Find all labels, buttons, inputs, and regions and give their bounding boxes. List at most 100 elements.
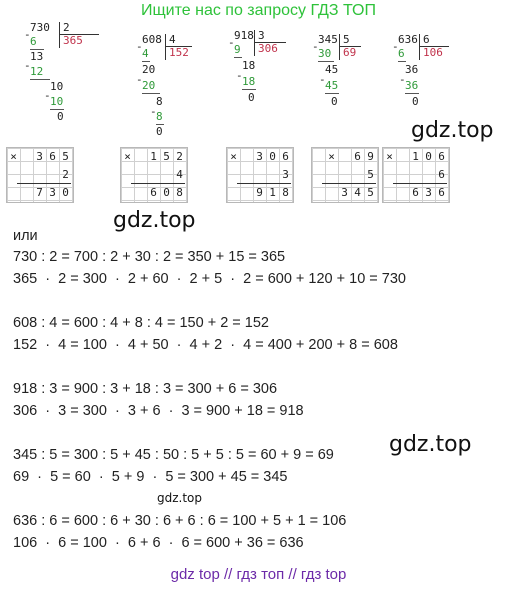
grid-digit: × bbox=[10, 150, 17, 163]
remainder: 36 bbox=[405, 63, 419, 76]
division-sign: - bbox=[44, 89, 51, 102]
long-division-1: 730 2 365 - 6 13 - 12 10 - 10 0 bbox=[24, 21, 125, 147]
division-line bbox=[59, 34, 99, 35]
subtrahend: 36 bbox=[405, 79, 419, 92]
subtrahend: 9 bbox=[234, 43, 241, 56]
equation-line: 152 · 4 = 100 · 4 + 50 · 4 + 2 · 4 = 400… bbox=[13, 337, 398, 353]
remainder: 0 bbox=[57, 110, 64, 123]
quotient: 365 bbox=[63, 34, 83, 47]
grid-digit: 3 bbox=[49, 186, 56, 199]
watermark: gdz.top bbox=[411, 118, 494, 143]
division-sign: - bbox=[136, 73, 143, 86]
division-sign: - bbox=[319, 73, 326, 86]
remainder: 0 bbox=[331, 95, 338, 108]
division-sign: - bbox=[399, 73, 406, 86]
dividend: 636 bbox=[398, 33, 418, 46]
division-line bbox=[393, 183, 447, 184]
division-line bbox=[322, 183, 376, 184]
grid-digit: 9 bbox=[367, 150, 374, 163]
grid-digit: 3 bbox=[282, 168, 289, 181]
quotient: 106 bbox=[423, 46, 443, 59]
division-line bbox=[419, 46, 449, 47]
divisor: 4 bbox=[169, 33, 176, 46]
or-label: или bbox=[13, 228, 38, 244]
subtrahend: 18 bbox=[242, 75, 256, 88]
grid-digit: 0 bbox=[163, 186, 170, 199]
long-division-3: 918 3 306 - 9 18 - 18 0 bbox=[228, 22, 329, 122]
equation-line: 918 : 3 = 900 : 3 + 18 : 3 = 300 + 6 = 3… bbox=[13, 381, 278, 397]
grid-digit: 3 bbox=[36, 150, 43, 163]
divisor: 6 bbox=[423, 33, 430, 46]
division-line bbox=[165, 34, 166, 60]
grid-digit: 6 bbox=[150, 186, 157, 199]
grid-digit: 6 bbox=[438, 150, 445, 163]
grid-digit: 4 bbox=[354, 186, 361, 199]
grid-digit: 5 bbox=[62, 150, 69, 163]
quotient: 152 bbox=[169, 46, 189, 59]
division-line bbox=[165, 46, 192, 47]
grid-digit: 1 bbox=[269, 186, 276, 199]
subtrahend: 30 bbox=[318, 47, 332, 60]
division-line bbox=[234, 57, 242, 58]
remainder: 18 bbox=[242, 59, 256, 72]
grid-digit: × bbox=[386, 150, 393, 163]
division-line bbox=[50, 109, 64, 110]
equation-line: 365 · 2 = 300 · 2 + 60 · 2 + 5 · 2 = 600… bbox=[13, 271, 406, 287]
dividend: 345 bbox=[318, 33, 338, 46]
grid-digit: 2 bbox=[176, 150, 183, 163]
grid-digit: 5 bbox=[367, 168, 374, 181]
grid-digit: 7 bbox=[36, 186, 43, 199]
grid-digit: 3 bbox=[425, 186, 432, 199]
equation-line: 306 · 3 = 300 · 3 + 6 · 3 = 900 + 18 = 9… bbox=[13, 403, 304, 419]
multiplication-grid-5: × 1 0 6 6 6 3 6 bbox=[382, 147, 450, 203]
grid-digit: 6 bbox=[49, 150, 56, 163]
grid-digit: 6 bbox=[412, 186, 419, 199]
grid-digit: 0 bbox=[269, 150, 276, 163]
division-sign: - bbox=[228, 36, 235, 49]
division-line bbox=[405, 93, 419, 94]
remainder: 13 bbox=[30, 50, 44, 63]
remainder: 0 bbox=[412, 95, 419, 108]
divisor: 3 bbox=[258, 29, 265, 42]
subtrahend: 10 bbox=[50, 95, 64, 108]
watermark: gdz.top bbox=[157, 491, 203, 505]
division-line bbox=[59, 22, 60, 48]
grid-digit: 6 bbox=[354, 150, 361, 163]
equation-line: 730 : 2 = 700 : 2 + 30 : 2 = 350 + 15 = … bbox=[13, 249, 286, 265]
quotient: 69 bbox=[343, 46, 357, 59]
multiplication-grid-2: × 1 5 2 4 6 0 8 bbox=[120, 147, 188, 203]
grid-digit: 0 bbox=[425, 150, 432, 163]
dividend: 918 bbox=[234, 29, 254, 42]
division-line bbox=[142, 61, 150, 62]
division-sign: - bbox=[24, 59, 31, 72]
remainder: 20 bbox=[142, 63, 156, 76]
dividend: 730 bbox=[30, 21, 50, 34]
division-line bbox=[142, 93, 160, 94]
division-sign: - bbox=[136, 40, 143, 53]
quotient: 306 bbox=[258, 42, 278, 55]
long-division-4: 345 5 69 - 30 45 - 45 0 bbox=[312, 22, 413, 122]
subtrahend: 8 bbox=[156, 110, 163, 123]
grid-digit: 1 bbox=[412, 150, 419, 163]
grid-digit: 8 bbox=[176, 186, 183, 199]
subtrahend: 6 bbox=[398, 47, 405, 60]
equation-line: 608 : 4 = 600 : 4 + 8 : 4 = 150 + 2 = 15… bbox=[13, 315, 269, 331]
grid-digit: 0 bbox=[62, 186, 69, 199]
equation-line: 69 · 5 = 60 · 5 + 9 · 5 = 300 + 45 = 345 bbox=[13, 469, 288, 485]
subtrahend: 12 bbox=[30, 65, 44, 78]
remainder: 8 bbox=[156, 95, 163, 108]
division-line bbox=[419, 34, 420, 60]
division-line bbox=[30, 79, 50, 80]
grid-digit: 3 bbox=[341, 186, 348, 199]
long-division-2: 608 4 152 - 4 20 - 20 8 - 8 0 bbox=[136, 22, 237, 147]
division-line bbox=[318, 61, 334, 62]
division-line bbox=[254, 30, 255, 56]
division-sign: - bbox=[312, 40, 319, 53]
grid-digit: 2 bbox=[62, 168, 69, 181]
footer-watermark: gdz top // гдз топ // гдз top bbox=[170, 566, 347, 583]
long-division-5: 636 6 106 - 6 36 - 36 0 bbox=[392, 22, 493, 122]
grid-digit: 6 bbox=[438, 186, 445, 199]
grid-digit: 5 bbox=[367, 186, 374, 199]
equation-line: 106 · 6 = 100 · 6 + 6 · 6 = 600 + 36 = 6… bbox=[13, 535, 304, 551]
remainder: 0 bbox=[248, 91, 255, 104]
